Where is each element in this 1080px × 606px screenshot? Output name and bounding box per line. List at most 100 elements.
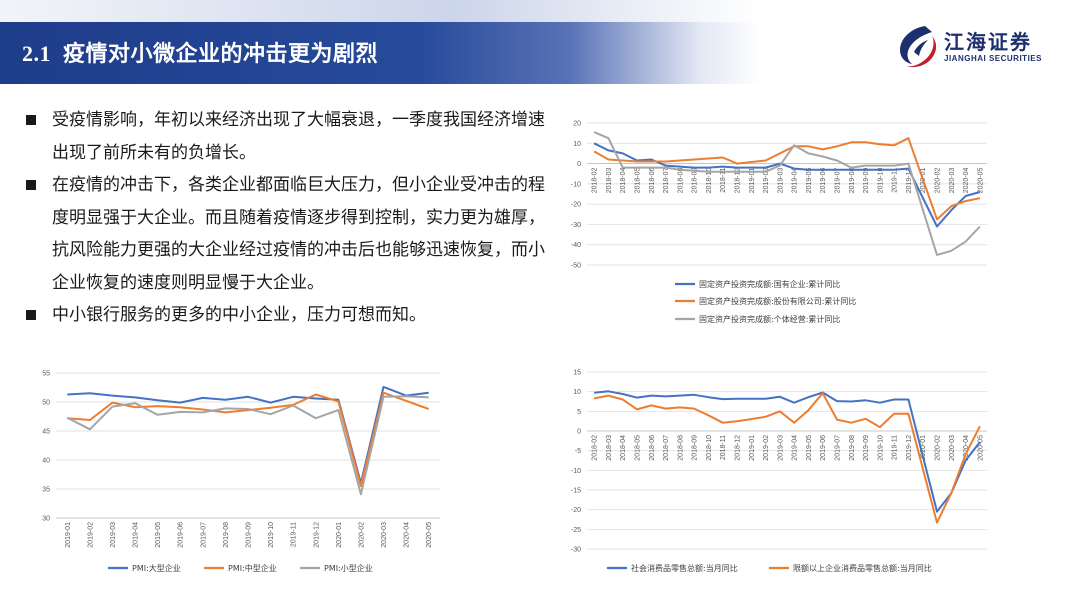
x-tick-label: 2020-03	[381, 522, 388, 548]
x-tick-label: 2018-06	[649, 435, 656, 461]
x-tick-label: 2020-02	[935, 167, 942, 193]
retail-sales-chart: 15 10 5 0 -5 -10 -15 -20 -25 -30 2018-02 2018-03 201…	[557, 362, 997, 582]
y-tick-label: 10	[573, 141, 581, 148]
series-line	[593, 131, 981, 256]
x-tick-label: 2020-01	[336, 522, 343, 548]
retail-sales-chart-svg: 15 10 5 0 -5 -10 -15 -20 -25 -30 2018-02 2018-03 201…	[571, 370, 987, 573]
x-tick-label: 2019-03	[110, 522, 117, 548]
bullet-square-icon	[26, 310, 36, 320]
x-tick-label: 2020-05	[977, 435, 984, 461]
x-tick-label: 2020-01	[920, 435, 927, 461]
series-line	[593, 137, 981, 221]
x-tick-label: 2018-03	[606, 435, 613, 461]
y-tick-label: 10	[573, 389, 581, 396]
x-tick-label: 2018-11	[720, 435, 727, 460]
x-tick-label: 2019-09	[863, 435, 870, 461]
x-tick-label: 2019-10	[877, 167, 884, 193]
x-tick-label: 2019-11	[892, 167, 899, 192]
x-tick-label: 2019-08	[849, 435, 856, 461]
y-tick-label: -20	[571, 202, 581, 209]
y-tick-label: -25	[571, 527, 581, 534]
y-tick-label: -10	[571, 468, 581, 475]
y-tick-label: 40	[42, 458, 50, 465]
legend-label: 社会消费品零售总额:当月同比	[631, 563, 738, 573]
x-tick-label: 2018-12	[735, 167, 742, 193]
x-tick-label: 2020-03	[949, 435, 956, 461]
x-tick-label: 2020-04	[404, 522, 411, 548]
company-logo: 江海证券 JIANGHAI SECURITIES	[892, 22, 1062, 74]
x-tick-label: 2019-05	[806, 435, 813, 461]
x-tick-label: 2018-05	[635, 435, 642, 461]
bullet-square-icon	[26, 115, 36, 125]
x-tick-label: 2018-05	[635, 167, 642, 193]
y-tick-label: 15	[573, 370, 581, 377]
logo-emblem-icon	[900, 26, 937, 68]
series-line	[67, 391, 430, 488]
x-tick-label: 2018-02	[592, 167, 599, 193]
y-tick-label: -30	[571, 547, 581, 554]
bullet-text: 受疫情影响，年初以来经济出现了大幅衰退，一季度我国经济增速出现了前所未有的负增长…	[52, 110, 545, 163]
pmi-chart: 55 50 45 40 35 30 2019-01 2019-02 2019-03 2019-04…	[20, 362, 450, 577]
x-tick-label: 2019-01	[65, 522, 72, 548]
y-tick-label: 20	[573, 121, 581, 128]
x-tick-label: 2019-05	[806, 167, 813, 193]
y-tick-label: 35	[42, 487, 50, 494]
x-tick-label: 2019-09	[863, 167, 870, 193]
x-tick-label: 2019-02	[87, 522, 94, 548]
y-tick-label: 5	[577, 409, 581, 416]
x-tick-label: 2019-12	[906, 167, 913, 193]
x-tick-label: 2018-07	[663, 435, 670, 461]
x-tick-label: 2019-01	[749, 167, 756, 193]
x-tick-label: 2020-02	[358, 522, 365, 548]
x-tick-label: 2018-08	[677, 435, 684, 461]
x-tick-label: 2018-04	[620, 167, 627, 193]
series-line	[593, 392, 981, 524]
bullet-text: 中小银行服务的更多的中小企业，压力可想而知。	[52, 305, 426, 325]
x-tick-label: 2019-09	[246, 522, 253, 548]
legend-label: PMI:中型企业	[228, 563, 277, 573]
x-tick-label: 2018-04	[620, 435, 627, 461]
y-tick-label: 50	[42, 400, 50, 407]
bullet-list: 受疫情影响，年初以来经济出现了大幅衰退，一季度我国经济增速出现了前所未有的负增长…	[26, 104, 546, 332]
x-tick-label: 2018-12	[735, 435, 742, 461]
section-number: 2.1	[22, 41, 51, 66]
legend-label: PMI:大型企业	[132, 563, 181, 573]
bullet-item: 受疫情影响，年初以来经济出现了大幅衰退，一季度我国经济增速出现了前所未有的负增长…	[26, 104, 546, 169]
x-tick-label: 2018-08	[677, 167, 684, 193]
legend-label: PMI:小型企业	[324, 563, 373, 573]
y-tick-label: -10	[571, 181, 581, 188]
x-tick-label: 2018-09	[692, 167, 699, 193]
x-tick-label: 2019-07	[835, 167, 842, 193]
y-tick-label: 0	[577, 161, 581, 168]
x-tick-label: 2019-11	[892, 435, 899, 460]
x-tick-label: 2018-07	[663, 167, 670, 193]
x-tick-label: 2019-04	[133, 522, 140, 548]
y-tick-label: -50	[571, 263, 581, 270]
header-band	[0, 22, 760, 84]
x-tick-label: 2018-11	[720, 167, 727, 192]
y-tick-label: -20	[571, 507, 581, 514]
x-tick-label: 2020-05	[426, 522, 433, 548]
y-tick-label: 30	[42, 516, 50, 523]
x-tick-label: 2019-12	[313, 522, 320, 548]
header-top-strip	[0, 0, 760, 22]
y-tick-label: -30	[571, 222, 581, 229]
x-tick-label: 2020-04	[963, 435, 970, 461]
x-tick-label: 2019-08	[849, 167, 856, 193]
y-tick-label: -5	[575, 448, 581, 455]
y-tick-label: 0	[577, 429, 581, 436]
series-line	[593, 390, 981, 513]
x-tick-label: 2019-06	[820, 167, 827, 193]
bullet-text: 在疫情的冲击下，各类企业都面临巨大压力，但小企业受冲击的程度明显强于大企业。而且…	[52, 175, 545, 293]
fixed-asset-investment-chart-svg: 20 10 0 -10 -20 -30 -40 -50 2018-02 2018-03 2018-0…	[571, 121, 987, 324]
x-tick-label: 2019-12	[906, 435, 913, 461]
x-tick-label: 2018-09	[692, 435, 699, 461]
x-tick-label: 2019-06	[178, 522, 185, 548]
title-text: 疫情对小微企业的冲击更为剧烈	[63, 42, 379, 67]
x-tick-label: 2018-02	[592, 435, 599, 461]
bullet-square-icon	[26, 180, 36, 190]
x-tick-label: 2019-02	[763, 167, 770, 193]
logo-name-en: JIANGHAI SECURITIES	[944, 54, 1042, 63]
series-line	[66, 395, 429, 496]
y-tick-label: 55	[42, 371, 50, 378]
